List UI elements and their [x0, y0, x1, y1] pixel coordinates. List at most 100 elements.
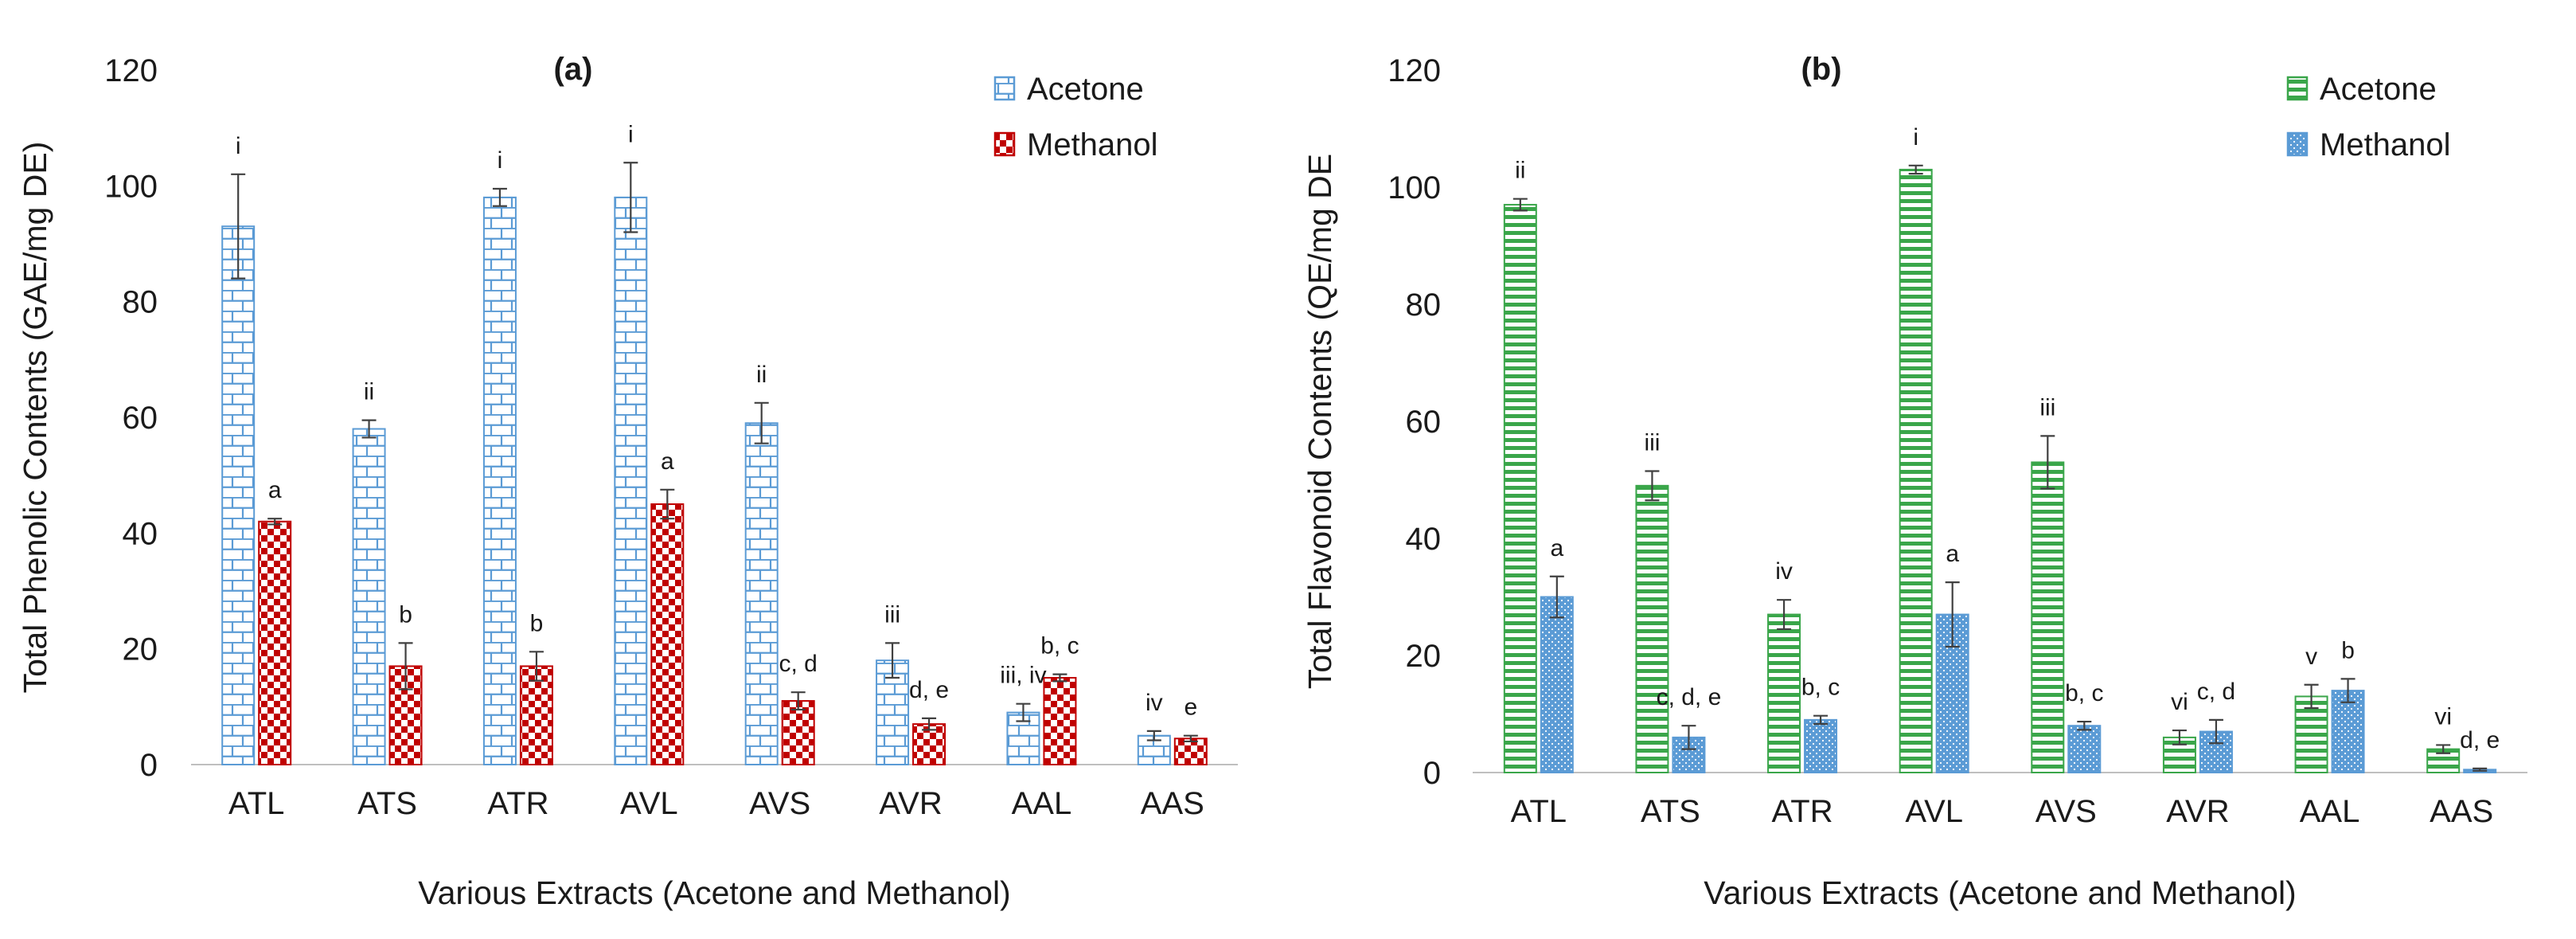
x-category-label: AVR: [2166, 794, 2229, 829]
bar-acetone-atr: [482, 196, 517, 766]
bar-acetone-atl: [221, 225, 256, 765]
x-category-label: AAL: [1012, 786, 1072, 821]
bar-acetone-atr: [1767, 613, 1801, 773]
bar-acetone-aal: [2294, 695, 2328, 774]
bar-methanol-atr: [1804, 718, 1838, 773]
bar-acetone-atl: [1503, 204, 1537, 773]
x-category-label: AVS: [2035, 794, 2097, 829]
y-tick-label: 20: [1406, 639, 1442, 674]
significance-label-methanol: b, c: [1801, 675, 1840, 701]
bar-acetone-ats: [1635, 484, 1669, 773]
y-tick-label: 120: [104, 53, 158, 88]
x-category-label: AAL: [2300, 794, 2360, 829]
y-tick-label: 80: [1406, 288, 1442, 323]
bar-methanol-avr: [912, 723, 946, 766]
y-tick-label: 80: [123, 285, 158, 320]
chart-panel-a: 0 20 40 60 80 100 120 i a ATL ii b ATS i b ATR i a AVL ii c,…: [17, 52, 1238, 911]
x-category-label: AAS: [2430, 794, 2493, 829]
significance-label-methanol: a: [661, 448, 674, 475]
significance-label-acetone: i: [498, 147, 503, 174]
significance-label-methanol: b: [399, 601, 412, 628]
y-axis-title: Total Phenolic Contents (GAE/mg DE): [17, 142, 53, 694]
bar-acetone-avr: [876, 659, 910, 766]
x-category-label: AAS: [1141, 786, 1204, 821]
significance-label-acetone: ii: [756, 362, 767, 388]
x-axis-title: Various Extracts (Acetone and Methanol): [1704, 874, 2296, 911]
y-tick-label: 20: [123, 632, 158, 667]
legend-label-acetone: Acetone: [1027, 72, 1144, 107]
bar-acetone-avs: [2031, 461, 2065, 773]
legend-label-methanol: Methanol: [1027, 127, 1158, 162]
significance-label-methanol: c, d: [779, 651, 818, 677]
significance-label-acetone: iv: [1146, 690, 1163, 716]
significance-label-acetone: i: [1913, 124, 1918, 151]
y-tick-label: 100: [104, 169, 158, 204]
y-tick-label: 40: [123, 516, 158, 551]
significance-label-methanol: b: [2341, 637, 2355, 663]
legend-swatch-acetone: [993, 76, 1016, 101]
significance-label-acetone: ii: [364, 379, 374, 405]
significance-label-acetone: i: [236, 133, 241, 159]
significance-label-methanol: e: [1184, 694, 1197, 721]
bar-methanol-atr: [519, 665, 553, 766]
significance-label-acetone: vi: [2171, 689, 2188, 715]
significance-label-methanol: b: [530, 610, 544, 636]
significance-label-methanol: a: [1550, 535, 1563, 561]
significance-label-methanol: a: [1946, 541, 1959, 567]
x-category-label: ATL: [1511, 794, 1567, 829]
bar-methanol-avs: [781, 700, 815, 765]
panel-label: (a): [554, 52, 593, 87]
significance-label-methanol: c, d: [2197, 679, 2235, 705]
x-axis-title: Various Extracts (Acetone and Methanol): [418, 874, 1010, 911]
y-tick-label: 100: [1388, 170, 1441, 205]
legend: Acetone Methanol: [2286, 72, 2451, 162]
significance-label-acetone: iii, iv: [1000, 663, 1046, 689]
y-tick-label: 60: [123, 401, 158, 436]
bar-methanol-aal: [1043, 677, 1077, 765]
bar-methanol-aal: [2331, 690, 2365, 773]
x-category-label: ATR: [487, 786, 548, 821]
significance-label-methanol: d, e: [909, 677, 949, 703]
legend-swatch-methanol: [2286, 131, 2309, 157]
y-axis-title: Total Flavonoid Contents (QE/mg DE: [1302, 154, 1338, 689]
x-category-label: ATL: [228, 786, 284, 821]
x-category-label: ATR: [1772, 794, 1833, 829]
bar-acetone-avl: [614, 196, 648, 766]
y-tick-label: 0: [140, 748, 158, 783]
significance-label-acetone: iii: [1644, 429, 1660, 456]
y-tick-label: 60: [1406, 405, 1442, 440]
significance-label-methanol: c, d, e: [1657, 684, 1722, 710]
significance-label-acetone: v: [2305, 644, 2317, 670]
bar-methanol-avs: [2067, 725, 2102, 774]
y-tick-label: 40: [1406, 522, 1442, 557]
significance-label-acetone: iii: [884, 601, 900, 628]
x-category-label: ATS: [357, 786, 417, 821]
significance-label-acetone: ii: [1515, 158, 1525, 184]
bar-methanol-atl: [258, 520, 292, 765]
significance-label-methanol: b, c: [2065, 680, 2103, 706]
bar-methanol-avl: [650, 503, 685, 765]
x-category-label: AVS: [749, 786, 810, 821]
significance-label-acetone: iii: [2039, 394, 2055, 421]
bar-acetone-avs: [744, 422, 779, 765]
bar-acetone-avl: [1899, 168, 1933, 773]
x-category-label: AVR: [879, 786, 942, 821]
significance-label-methanol: a: [268, 477, 282, 503]
y-tick-label: 0: [1423, 756, 1441, 791]
legend-label-methanol: Methanol: [2320, 127, 2451, 162]
significance-label-methanol: b, c: [1040, 633, 1079, 659]
bar-methanol-atl: [1540, 596, 1574, 773]
legend-swatch-methanol: [993, 131, 1016, 157]
bar-methanol-aas: [1173, 738, 1208, 765]
bar-acetone-ats: [352, 428, 386, 765]
x-category-label: ATS: [1641, 794, 1700, 829]
significance-label-acetone: i: [628, 121, 634, 147]
x-category-label: AVL: [1905, 794, 1963, 829]
significance-label-acetone: iv: [1775, 558, 1793, 585]
significance-label-methanol: d, e: [2460, 727, 2500, 753]
y-tick-label: 120: [1388, 53, 1441, 88]
legend-swatch-acetone: [2286, 76, 2309, 101]
